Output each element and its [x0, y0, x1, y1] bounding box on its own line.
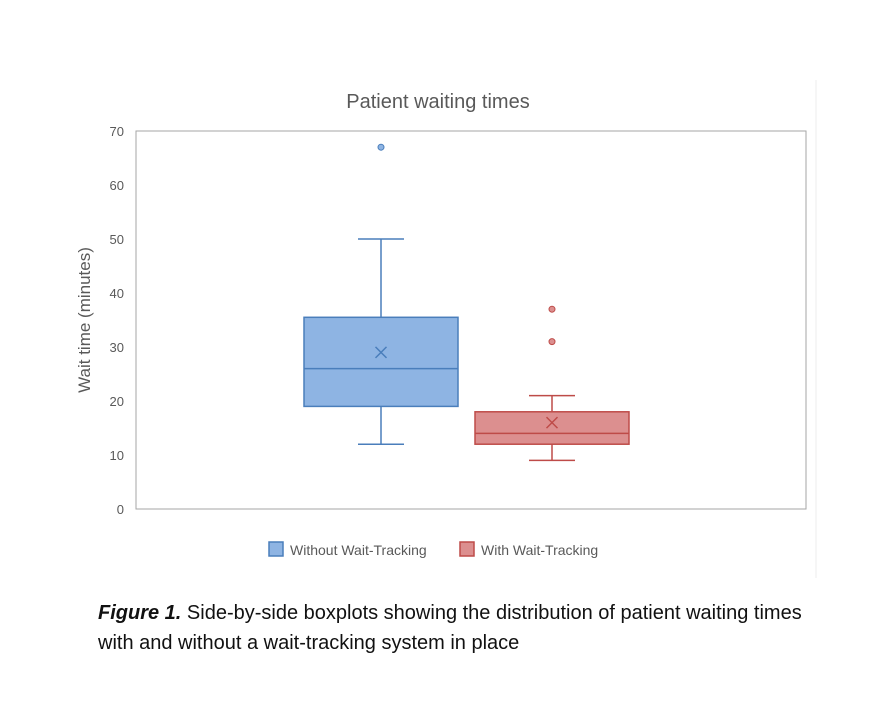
y-tick-label: 20 [110, 394, 124, 409]
y-tick-label: 50 [110, 232, 124, 247]
y-tick-label: 10 [110, 448, 124, 463]
y-tick-label: 70 [110, 124, 124, 139]
outlier-point [548, 305, 556, 313]
figure-caption-text: Side-by-side boxplots showing the distri… [98, 602, 802, 654]
y-tick-label: 30 [110, 340, 124, 355]
boxplot-chart: Patient waiting times 0 10 20 30 40 50 60 70 Wait… [75, 80, 817, 578]
box-iqr [303, 316, 459, 408]
chart-svg: Patient waiting times 0 10 20 30 40 50 60 70 Wait… [75, 80, 817, 578]
mean-marker [545, 416, 559, 429]
y-axis-label: Wait time (minutes) [75, 247, 94, 393]
plot-area [135, 130, 807, 510]
legend-label: With Wait-Tracking [481, 542, 598, 558]
mean-marker [374, 346, 388, 359]
box-iqr [474, 411, 630, 445]
figure-label: Figure 1. [98, 602, 182, 624]
y-tick-label: 60 [110, 178, 124, 193]
outlier-point [548, 338, 556, 346]
legend-label: Without Wait-Tracking [290, 542, 427, 558]
outlier-point [377, 143, 385, 151]
figure-caption: Figure 1. Side-by-side boxplots showing … [98, 598, 818, 658]
y-tick-label: 0 [117, 502, 124, 517]
legend-swatch [268, 541, 284, 557]
chart-title: Patient waiting times [346, 91, 529, 113]
y-tick-label: 40 [110, 286, 124, 301]
legend-swatch [459, 541, 475, 557]
